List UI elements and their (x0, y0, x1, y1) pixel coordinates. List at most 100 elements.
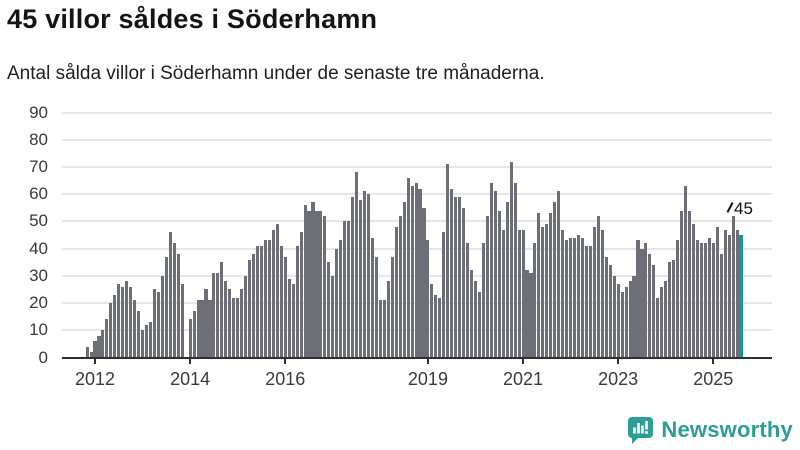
bar (275, 224, 279, 358)
bar (565, 240, 569, 358)
bar (596, 215, 600, 358)
bar (695, 240, 699, 358)
bar (255, 245, 260, 358)
bar (366, 194, 371, 358)
bar (711, 243, 715, 358)
bar (196, 300, 200, 358)
bar (672, 259, 676, 358)
bar (612, 275, 616, 358)
bar (533, 243, 537, 358)
x-tick-2019 (426, 358, 429, 364)
bar (172, 243, 176, 358)
y-axis-label: 0 (38, 347, 48, 367)
bar (374, 256, 378, 358)
bar (477, 292, 481, 358)
bar (180, 284, 184, 358)
newsworthy-logo: Newsworthy (627, 415, 793, 445)
bar (410, 186, 414, 358)
gridline-y-90 (62, 111, 772, 114)
bar (588, 245, 592, 358)
bar (216, 273, 220, 358)
bar (125, 281, 129, 358)
bar (355, 172, 359, 358)
bar (188, 319, 192, 358)
bar (489, 183, 493, 358)
x-axis-label-2023: 2023 (598, 369, 639, 389)
bar (592, 226, 596, 358)
bar (323, 215, 327, 358)
bar (271, 229, 275, 358)
y-axis-label: 30 (29, 265, 48, 285)
bar (287, 278, 291, 358)
bar (501, 229, 505, 358)
highlight-value-label: 45 (734, 199, 753, 218)
bar (398, 215, 402, 358)
bar (616, 284, 620, 358)
bar (109, 303, 113, 358)
bar (580, 237, 585, 358)
bar (89, 352, 93, 358)
bar (529, 273, 533, 358)
bar (137, 311, 141, 358)
bar (648, 254, 652, 358)
bar (263, 240, 267, 358)
bar (97, 335, 101, 358)
bar (430, 284, 434, 358)
bar (351, 196, 355, 358)
bar (339, 240, 343, 358)
bar (220, 262, 224, 358)
x-axis-label-2021: 2021 (503, 369, 544, 389)
bar (545, 224, 549, 358)
x-tick-2021 (522, 358, 525, 364)
bar (394, 226, 398, 358)
x-axis-label-2025: 2025 (693, 369, 734, 389)
bar (228, 289, 232, 358)
bar (561, 229, 565, 358)
bar (481, 243, 485, 358)
x-tick-2012 (94, 358, 97, 364)
bar (335, 248, 339, 358)
bar (212, 273, 216, 358)
bar (485, 215, 489, 358)
bar (473, 281, 478, 358)
y-axis-label: 50 (29, 211, 48, 231)
bar (676, 240, 680, 358)
bar (458, 196, 462, 358)
bar (152, 289, 157, 358)
bar (101, 330, 105, 358)
x-axis-line (62, 356, 772, 359)
bar (232, 297, 236, 358)
bar (466, 243, 470, 358)
bar (628, 281, 632, 358)
bar (513, 183, 517, 358)
bar (703, 243, 707, 358)
bar (331, 275, 335, 358)
bar (200, 300, 204, 358)
bar (129, 286, 133, 358)
bar (604, 256, 608, 358)
bar (204, 289, 208, 358)
bar (141, 330, 145, 358)
x-tick-2014 (189, 358, 192, 364)
bar-chart-speech-bubble-icon (628, 416, 654, 444)
bar (117, 284, 121, 358)
bar (248, 259, 252, 358)
bar (382, 300, 386, 358)
bar (442, 232, 446, 358)
bar (105, 319, 109, 358)
bar (267, 240, 271, 358)
x-axis-label-2014: 2014 (170, 369, 211, 389)
bar (343, 221, 347, 358)
bar (426, 240, 430, 358)
y-axis-label: 70 (29, 156, 48, 176)
bar (450, 188, 454, 358)
y-axis-label: 80 (29, 129, 48, 149)
bar (160, 275, 164, 358)
bar (521, 229, 525, 358)
x-axis-label-2019: 2019 (407, 369, 448, 389)
bar (576, 235, 581, 358)
bar (192, 311, 196, 358)
bar (600, 229, 604, 358)
bar (434, 294, 438, 358)
